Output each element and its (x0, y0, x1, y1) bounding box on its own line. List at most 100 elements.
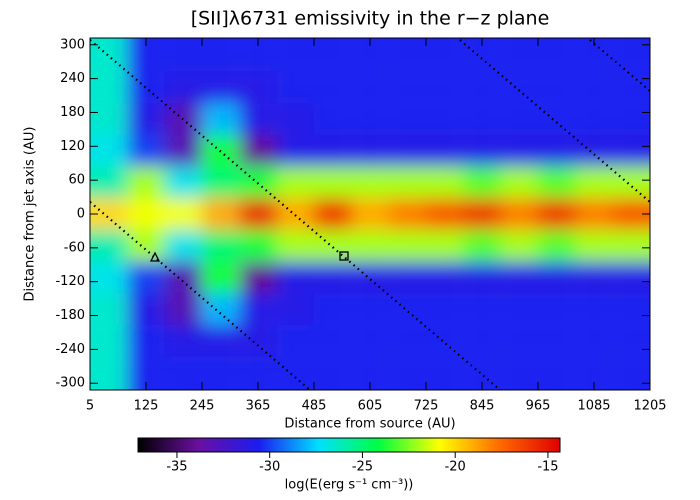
colorbar (137, 437, 561, 453)
heatmap-cell (612, 135, 650, 167)
heatmap-cell (426, 38, 464, 72)
heatmap-cell (612, 166, 650, 199)
heatmap-cell (90, 356, 128, 390)
heatmap-cell (538, 198, 576, 230)
heatmap-cell (314, 38, 352, 72)
heatmap-cell (202, 261, 240, 293)
heatmap-cell (127, 261, 165, 293)
heatmap-cell (612, 71, 650, 104)
y-tick-label: -120 (55, 274, 85, 289)
heatmap-cell (314, 324, 352, 357)
heatmap-cell (388, 38, 426, 72)
heatmap-cell (426, 103, 464, 136)
heatmap-cell (351, 229, 389, 262)
axes: 5 125 245 365 485 605 725 845 965 1085 1205 300 240 1… (55, 37, 666, 474)
heatmap-cell (202, 166, 240, 199)
heatmap-cell (575, 261, 613, 293)
heatmap-cell (500, 166, 538, 199)
heatmap-cell (388, 135, 426, 167)
heatmap-cell (276, 71, 314, 104)
square-marker (339, 251, 349, 261)
heatmap-cell (538, 261, 576, 293)
heatmap-cell (239, 292, 277, 325)
heatmap-cell (388, 229, 426, 262)
heatmap-cell (202, 103, 240, 136)
x-tick-label: 485 (302, 399, 327, 414)
y-tick-label: -240 (55, 342, 85, 357)
heatmap-cell (426, 356, 464, 390)
heatmap-cell (575, 198, 613, 230)
heatmap-cell (202, 38, 240, 72)
heatmap-cell (612, 324, 650, 357)
heatmap-cell (538, 103, 576, 136)
heatmap-cell (500, 198, 538, 230)
heatmap-cells (90, 38, 650, 390)
heatmap-cell (90, 198, 128, 230)
x-tick-label: 725 (414, 399, 439, 414)
heatmap-cell (500, 324, 538, 357)
heatmap-cell (575, 71, 613, 104)
heatmap-cell (90, 292, 128, 325)
heatmap-cell (90, 38, 128, 72)
y-axis-label: Distance from jet axis (AU) (23, 127, 38, 302)
y-tick-label: -180 (55, 308, 85, 323)
heatmap-cell (612, 38, 650, 72)
heatmap-cell (426, 261, 464, 293)
heatmap-cell (463, 103, 501, 136)
dotted-line (90, 39, 501, 390)
heatmap-cell (90, 71, 128, 104)
heatmap-cell (575, 135, 613, 167)
heatmap-cell (388, 324, 426, 357)
heatmap-cell (388, 71, 426, 104)
heatmap-cell (351, 261, 389, 293)
heatmap-cell (314, 356, 352, 390)
x-tick-label: 365 (246, 399, 271, 414)
heatmap-cell (239, 261, 277, 293)
colorbar-label: log(E(erg s⁻¹ cm⁻³)) (285, 478, 414, 493)
y-tick-label: 180 (60, 105, 85, 120)
heatmap-cell (239, 135, 277, 167)
heatmap-cell (426, 135, 464, 167)
heatmap-cell (202, 324, 240, 357)
heatmap-cell (127, 166, 165, 199)
heatmap-cell (164, 135, 202, 167)
heatmap-cell (202, 71, 240, 104)
heatmap-cell (538, 135, 576, 167)
heatmap-cell (127, 103, 165, 136)
heatmap-cell (276, 166, 314, 199)
heatmap-cell (276, 198, 314, 230)
heatmap-cell (202, 198, 240, 230)
heatmap-cell (500, 103, 538, 136)
x-tick-label: 605 (358, 399, 383, 414)
heatmap-cell (463, 166, 501, 199)
heatmap-cell (500, 135, 538, 167)
heatmap-cell (426, 198, 464, 230)
sight-lines (90, 39, 650, 390)
heatmap-cell (575, 103, 613, 136)
y-tick-label: 0 (77, 207, 85, 222)
heatmap-cell (538, 38, 576, 72)
heatmap-cell (164, 324, 202, 357)
heatmap-cell (276, 38, 314, 72)
heatmap-cell (538, 324, 576, 357)
heatmap-cell (575, 166, 613, 199)
heatmap-cell (575, 292, 613, 325)
x-tick-label: 845 (470, 399, 495, 414)
colorbar-tick-label: -30 (259, 460, 280, 475)
heatmap-cell (426, 324, 464, 357)
heatmap-cell (500, 261, 538, 293)
heatmap-cell (276, 261, 314, 293)
heatmap-cell (314, 261, 352, 293)
heatmap-cell (239, 71, 277, 104)
colorbar-tick-label: -15 (537, 460, 558, 475)
heatmap-cell (463, 324, 501, 357)
heatmap-cell (612, 103, 650, 136)
heatmap-cell (90, 135, 128, 167)
heatmap-cell (612, 198, 650, 230)
heatmap-cell (90, 229, 128, 262)
heatmap-cell (314, 71, 352, 104)
y-tick-label: -300 (55, 376, 85, 391)
heatmap-cell (276, 356, 314, 390)
x-tick-label: 1205 (633, 399, 666, 414)
